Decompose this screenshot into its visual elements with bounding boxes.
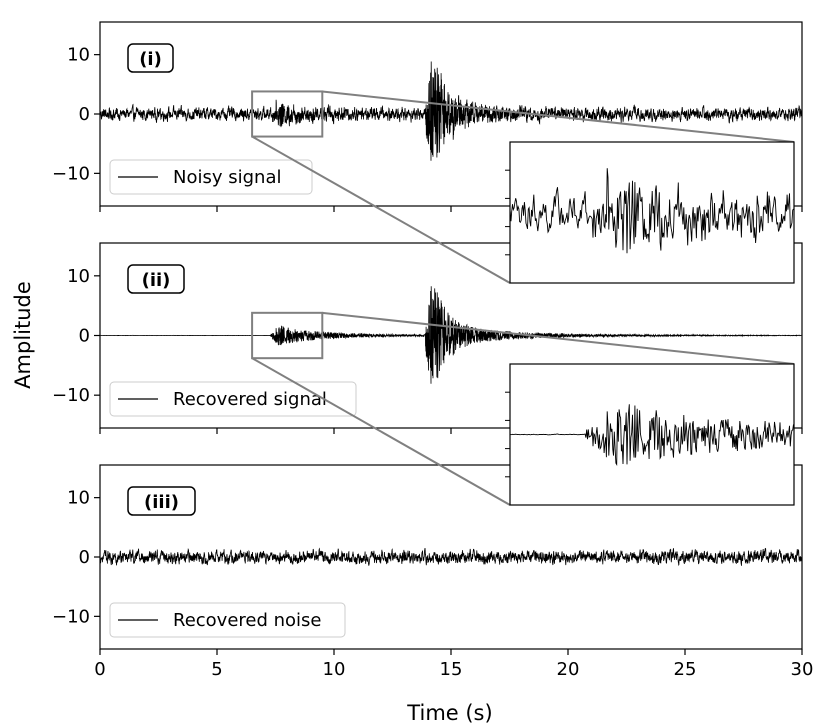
panel-tag-box [127,486,196,516]
panel-tag: (ii) [142,270,171,291]
x-tick-label: 30 [791,659,814,680]
inset-1 [505,141,795,284]
series-line-recovered-noise [100,547,802,567]
zoom-connector [251,357,511,506]
zoom-connector [251,135,511,284]
insets-layer [505,141,795,506]
panel-2: 10 0 −10 (ii) Recovered signal [52,242,803,434]
panels-layer: 10 0 −10 (i) Noisy signal 10 0 −10 (ii) Recovered… [52,21,814,680]
legend-box [109,381,357,417]
y-tick-label: −10 [52,385,90,406]
y-tick-label: 0 [79,326,90,347]
y-tick-label: 10 [67,45,90,66]
y-tick-label: 10 [67,266,90,287]
series-line-noisy-signal [100,61,802,161]
y-tick-label: 0 [79,547,90,568]
panel-tag: (iii) [144,492,179,513]
x-tick-label: 0 [94,659,105,680]
x-tick-label: 15 [440,659,463,680]
zoom-window [251,90,324,138]
panel-tag-box [127,43,174,73]
y-tick-label: 0 [79,104,90,125]
x-tick-label: 5 [211,659,222,680]
inset-frame [509,363,795,506]
legend-label: Noisy signal [173,167,281,188]
inset-trace [510,168,794,254]
legend-label: Recovered noise [173,610,322,631]
x-axis-label: Time (s) [406,701,492,725]
y-axis-label: Amplitude [11,281,35,389]
x-tick-label: 10 [323,659,346,680]
y-tick-label: 10 [67,488,90,509]
x-tick-label: 20 [557,659,580,680]
zoom-connector [322,311,795,365]
legend-label: Recovered signal [173,389,327,410]
zoom-connector [322,90,795,143]
panel-tag: (i) [139,49,162,70]
y-tick-label: −10 [52,606,90,627]
panel-tag-box [127,264,185,294]
x-tick-label: 25 [674,659,697,680]
inset-frame [509,141,795,284]
panel-1: 10 0 −10 (i) Noisy signal [52,21,803,212]
zoom-window [251,311,324,360]
legend-box [109,602,346,638]
series-line-recovered-signal [100,286,802,384]
legend-box [109,159,313,195]
inset-trace [510,404,794,466]
y-tick-label: −10 [52,163,90,184]
inset-2 [505,363,795,506]
zoom-connector-lines [251,90,795,506]
panel-3: 10 0 −10 0 5 10 15 20 25 30 (iii) Recovered noise [52,464,814,680]
